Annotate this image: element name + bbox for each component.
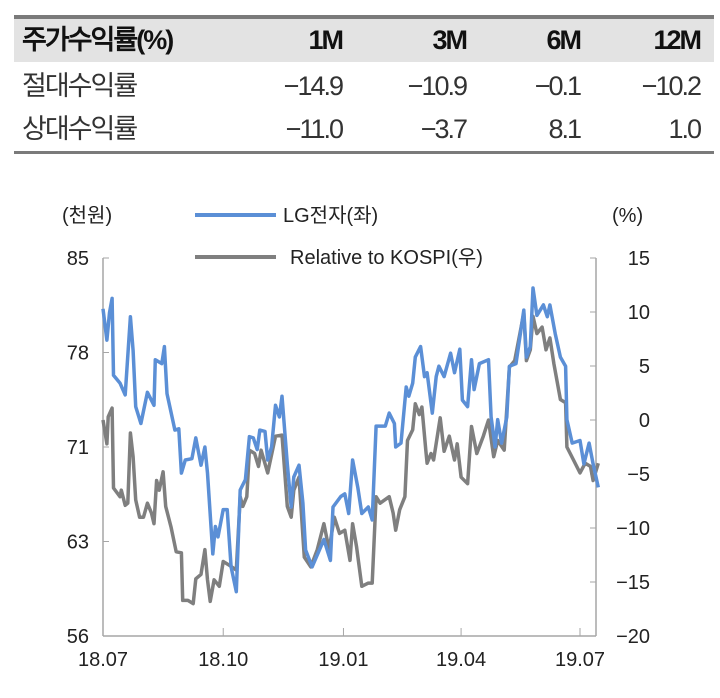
right-tick-label: 15 bbox=[628, 248, 650, 270]
table-row-relative: 상대수익률 −11.0 −3.7 8.1 1.0 bbox=[14, 108, 714, 151]
right-tick-label: 10 bbox=[628, 302, 650, 324]
cell-3m: −3.7 bbox=[420, 114, 468, 144]
series-line-relative bbox=[101, 311, 600, 606]
right-tick-label: −20 bbox=[616, 626, 650, 648]
row-label: 절대수익률 bbox=[22, 71, 138, 101]
header-title: 주가수익률(%) bbox=[22, 25, 174, 55]
right-tick-label: −15 bbox=[616, 572, 650, 594]
returns-table: 주가수익률(%) 1M 3M 6M 12M 절대수익률 −14.9 −10.9 … bbox=[14, 15, 714, 154]
right-tick-label: −5 bbox=[627, 464, 650, 486]
cell-6m: 8.1 bbox=[548, 114, 582, 144]
x-tick-label: 19.07 bbox=[555, 649, 605, 671]
header-6m: 6M bbox=[546, 25, 581, 55]
left-tick-label: 78 bbox=[67, 343, 89, 365]
right-tick-label: 5 bbox=[639, 356, 650, 378]
right-axis-unit: (%) bbox=[612, 205, 643, 227]
header-12m: 12M bbox=[653, 25, 702, 55]
left-tick-label: 85 bbox=[67, 248, 89, 270]
legend-label-relative: Relative to KOSPI(우) bbox=[290, 247, 483, 269]
right-tick-label: 0 bbox=[639, 410, 650, 432]
header-3m: 3M bbox=[432, 25, 467, 55]
cell-6m: −0.1 bbox=[534, 71, 582, 101]
cell-1m: −11.0 bbox=[285, 114, 344, 144]
left-tick-label: 71 bbox=[67, 437, 89, 459]
left-tick-label: 63 bbox=[67, 532, 89, 554]
x-tick-label: 19.01 bbox=[318, 649, 368, 671]
cell-3m: −10.9 bbox=[407, 71, 468, 101]
table-header-row: 주가수익률(%) 1M 3M 6M 12M bbox=[14, 19, 714, 65]
table-row-absolute: 절대수익률 −14.9 −10.9 −0.1 −10.2 bbox=[14, 65, 714, 108]
x-tick-label: 19.04 bbox=[436, 649, 486, 671]
x-tick-label: 18.10 bbox=[198, 649, 248, 671]
cell-12m: 1.0 bbox=[668, 114, 702, 144]
left-axis-unit: (천원) bbox=[62, 204, 112, 227]
legend-label-lg: LG전자(좌) bbox=[283, 204, 378, 227]
x-tick-label: 18.07 bbox=[78, 649, 128, 671]
row-label: 상대수익률 bbox=[22, 114, 138, 144]
cell-1m: −14.9 bbox=[283, 71, 344, 101]
header-1m: 1M bbox=[308, 25, 343, 55]
left-tick-label: 56 bbox=[67, 626, 89, 648]
cell-12m: −10.2 bbox=[641, 71, 702, 101]
right-tick-label: −10 bbox=[616, 518, 650, 540]
table-bottom-border bbox=[14, 151, 714, 154]
table-top-border bbox=[14, 15, 714, 19]
series-line-lg bbox=[101, 286, 601, 594]
